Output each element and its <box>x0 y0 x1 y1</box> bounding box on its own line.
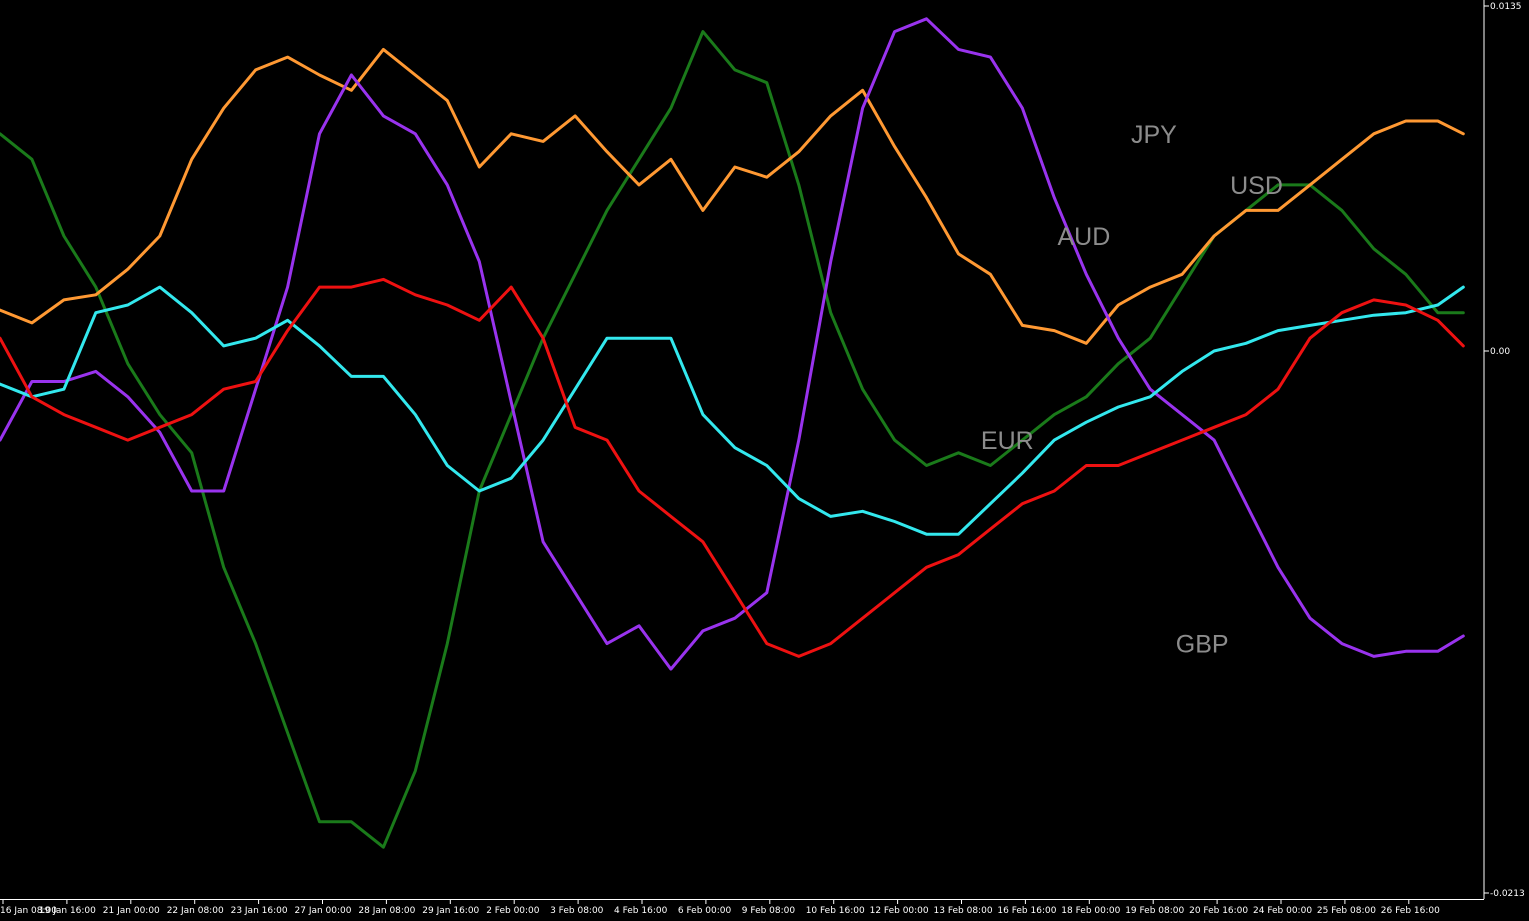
series-line-jpy <box>0 17 1465 671</box>
series-label-aud: AUD <box>1058 223 1111 251</box>
x-tick-label: 12 Feb 00:00 <box>870 906 929 916</box>
series-label-layer: JPY USD AUD EUR GBP <box>981 121 1283 659</box>
series-line-gbp <box>0 277 1465 658</box>
x-tick-label: 23 Jan 16:00 <box>231 906 288 916</box>
x-tick-label: 25 Feb 08:00 <box>1317 906 1376 916</box>
series-layer <box>0 17 1465 849</box>
series-line-eur <box>0 285 1465 536</box>
x-tick-label: 2 Feb 00:00 <box>486 906 540 916</box>
x-tick-label: 18 Feb 00:00 <box>1061 906 1120 916</box>
x-tick-label: 10 Feb 16:00 <box>806 906 865 916</box>
series-label-jpy: JPY <box>1131 121 1177 149</box>
y-tick-label-zero: 0.00 <box>1490 347 1510 357</box>
y-tick-label-top: 0.0135 <box>1490 2 1522 12</box>
x-tick-label: 19 Jan 16:00 <box>39 906 96 916</box>
x-tick-label: 26 Feb 16:00 <box>1381 906 1440 916</box>
x-tick-label: 3 Feb 08:00 <box>550 906 604 916</box>
x-tick-label: 16 Feb 16:00 <box>997 906 1056 916</box>
series-label-eur: EUR <box>981 427 1034 455</box>
x-tick-label: 29 Jan 16:00 <box>422 906 479 916</box>
series-line-aud <box>0 47 1465 345</box>
series-label-usd: USD <box>1230 172 1283 200</box>
x-tick-label: 21 Jan 00:00 <box>103 906 160 916</box>
x-tick-label: 24 Feb 00:00 <box>1253 906 1312 916</box>
x-tick-label: 9 Feb 08:00 <box>742 906 796 916</box>
x-tick-label: 4 Feb 16:00 <box>614 906 668 916</box>
x-tick-label: 19 Feb 08:00 <box>1125 906 1184 916</box>
series-label-gbp: GBP <box>1176 631 1229 659</box>
x-tick-label: 16 Jan 08:00 <box>0 906 57 916</box>
x-tick-label: 13 Feb 08:00 <box>934 906 993 916</box>
x-tick-label: 22 Jan 08:00 <box>167 906 224 916</box>
y-tick-label-bottom: -0.0213 <box>1490 889 1525 899</box>
x-tick-label: 28 Jan 08:00 <box>358 906 415 916</box>
x-tick-label: 6 Feb 00:00 <box>678 906 732 916</box>
x-tick-label: 20 Feb 16:00 <box>1189 906 1248 916</box>
y-tick-layer: 0.0135 0.00 -0.0213 <box>1484 2 1525 899</box>
x-tick-label: 27 Jan 00:00 <box>295 906 352 916</box>
